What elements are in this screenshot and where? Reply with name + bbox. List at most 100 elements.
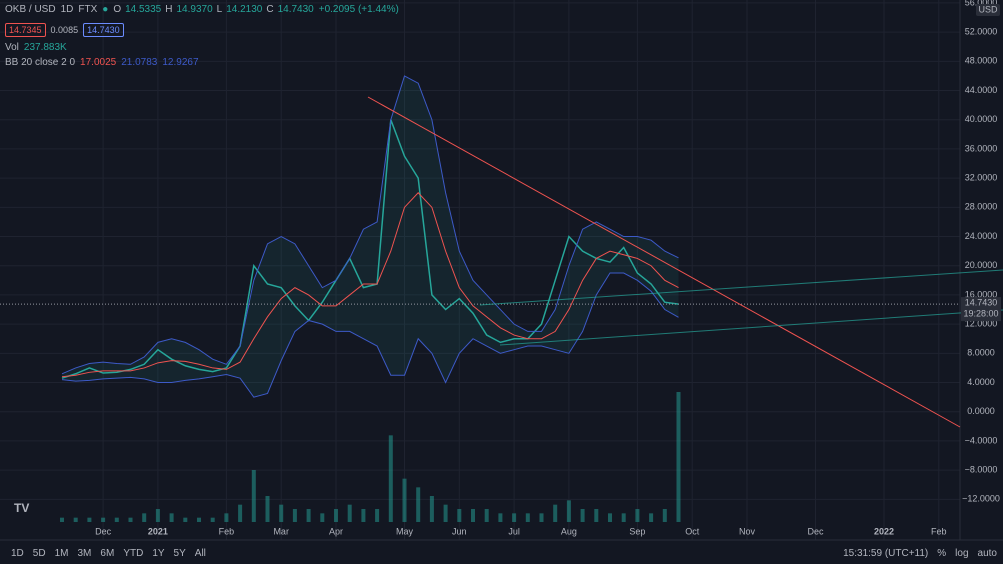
status-bar: 15:31:59 (UTC+11) % log auto	[843, 544, 997, 562]
grid	[0, 0, 960, 540]
volume-bar	[128, 517, 133, 522]
volume-bar	[197, 517, 201, 522]
range-button[interactable]: 3M	[77, 547, 92, 559]
volume-bar	[238, 504, 243, 522]
currency: USD	[978, 4, 998, 14]
y-tick-label: 8.0000	[967, 348, 995, 358]
volume-bar	[594, 509, 599, 522]
y-tick-label: −4.0000	[965, 435, 998, 445]
volume-bar	[649, 513, 654, 522]
y-tick-label: 20.0000	[965, 260, 998, 270]
volume-bar	[676, 392, 681, 522]
volume-bar	[114, 517, 119, 522]
y-tick-label: 36.0000	[965, 143, 998, 153]
volume-bar	[566, 500, 571, 522]
logo: TV	[14, 501, 29, 515]
channel-line	[479, 269, 1003, 306]
y-tick-label: 52.0000	[965, 26, 998, 36]
range-button[interactable]: 5D	[32, 547, 46, 559]
volume-value: 237.883K	[23, 42, 67, 53]
y-tick-label: 28.0000	[965, 202, 998, 212]
volume-bar	[101, 517, 106, 522]
y-tick-label: 40.0000	[965, 114, 998, 124]
volume-bar	[320, 513, 325, 522]
volume-bar	[580, 509, 585, 522]
volume-bar	[155, 509, 160, 522]
volume-bar	[292, 509, 297, 522]
range-button[interactable]: 1M	[54, 547, 69, 559]
exchange: FTX	[78, 4, 98, 15]
plot: 56.0000 52.0000 48.0000 44.0000 40.0000 36.00…	[0, 0, 1000, 540]
volume-bar	[306, 509, 311, 522]
volume	[60, 392, 681, 522]
volume-bar	[73, 517, 78, 522]
range-button[interactable]: YTD	[123, 547, 144, 559]
x-tick-label: Jun	[452, 526, 467, 536]
range-button[interactable]: All	[194, 547, 206, 559]
volume-bar	[60, 517, 64, 522]
y-tick-label: 4.0000	[967, 377, 995, 387]
x-tick-label: Aug	[561, 526, 577, 536]
clock: 15:31:59 (UTC+11)	[843, 547, 929, 559]
bb-basis: 17.0025	[80, 57, 117, 68]
ohlc-key: C	[266, 4, 274, 15]
series	[0, 75, 960, 398]
series-line	[61, 119, 679, 379]
y-tick-label: −12.0000	[962, 494, 1000, 504]
log[interactable]: log	[955, 547, 969, 559]
range-button[interactable]: 1D	[11, 547, 24, 559]
quote-row: 14.7345 0.0085 14.7430	[5, 23, 124, 37]
y-tick-label: −8.0000	[965, 465, 998, 475]
percent[interactable]: %	[937, 547, 947, 559]
volume-bar	[402, 478, 407, 522]
series-line	[61, 191, 679, 378]
price-value: 14.7430	[965, 297, 998, 307]
y-tick-label: 48.0000	[965, 56, 998, 66]
interval[interactable]: 1D	[60, 4, 74, 15]
volume-bar	[224, 513, 229, 522]
auto[interactable]: auto	[977, 547, 997, 559]
y-tick-label: 12.0000	[965, 319, 998, 329]
ohlc-value: 14.5335	[125, 4, 162, 15]
bb-upper: 21.0783	[121, 57, 158, 68]
volume-bar	[279, 504, 284, 522]
bid[interactable]: 14.7345	[5, 23, 46, 37]
bb-legend: BB 20 close 2 0 17.0025 21.0783 12.9267	[5, 57, 199, 68]
x-tick-label: Feb	[219, 526, 235, 536]
volume-bar	[375, 509, 380, 522]
ohlc-key: L	[216, 4, 223, 15]
ohlc-key: H	[165, 4, 173, 15]
countdown: 19:28:00	[963, 308, 998, 318]
symbol[interactable]: OKB / USD	[5, 4, 56, 15]
volume-bar	[388, 435, 393, 522]
volume-bar	[334, 509, 338, 522]
volume-bar	[635, 509, 640, 522]
x-tick-label: Dec	[95, 526, 112, 536]
channel-line	[499, 309, 1003, 346]
symbol-row: OKB / USD 1D FTX ● O 14.5335 H 14.9370 L 14.2…	[5, 4, 399, 15]
spread: 0.0085	[50, 25, 79, 35]
volume-bar	[265, 496, 270, 522]
x-tick-label: Sep	[629, 526, 645, 536]
volume-label: Vol	[5, 42, 19, 53]
range-button[interactable]: 1Y	[152, 547, 165, 559]
range-button[interactable]: 5Y	[173, 547, 186, 559]
volume-bar	[662, 509, 667, 522]
ask[interactable]: 14.7430	[83, 23, 124, 37]
volume-bar	[484, 509, 489, 522]
volume-bar	[621, 513, 626, 522]
volume-bar	[512, 513, 517, 522]
status-dot: ●	[102, 4, 109, 15]
y-tick-label: 16.0000	[965, 289, 998, 299]
range-button[interactable]: 6M	[100, 547, 115, 559]
volume-bar	[87, 517, 92, 522]
volume-bar	[498, 513, 503, 522]
ohlc-key: O	[113, 4, 122, 15]
volume-bar	[347, 504, 352, 522]
y-tick-label: 44.0000	[965, 85, 998, 95]
x-tick-label: Feb	[931, 526, 947, 536]
currency-badge[interactable]	[976, 4, 1000, 16]
